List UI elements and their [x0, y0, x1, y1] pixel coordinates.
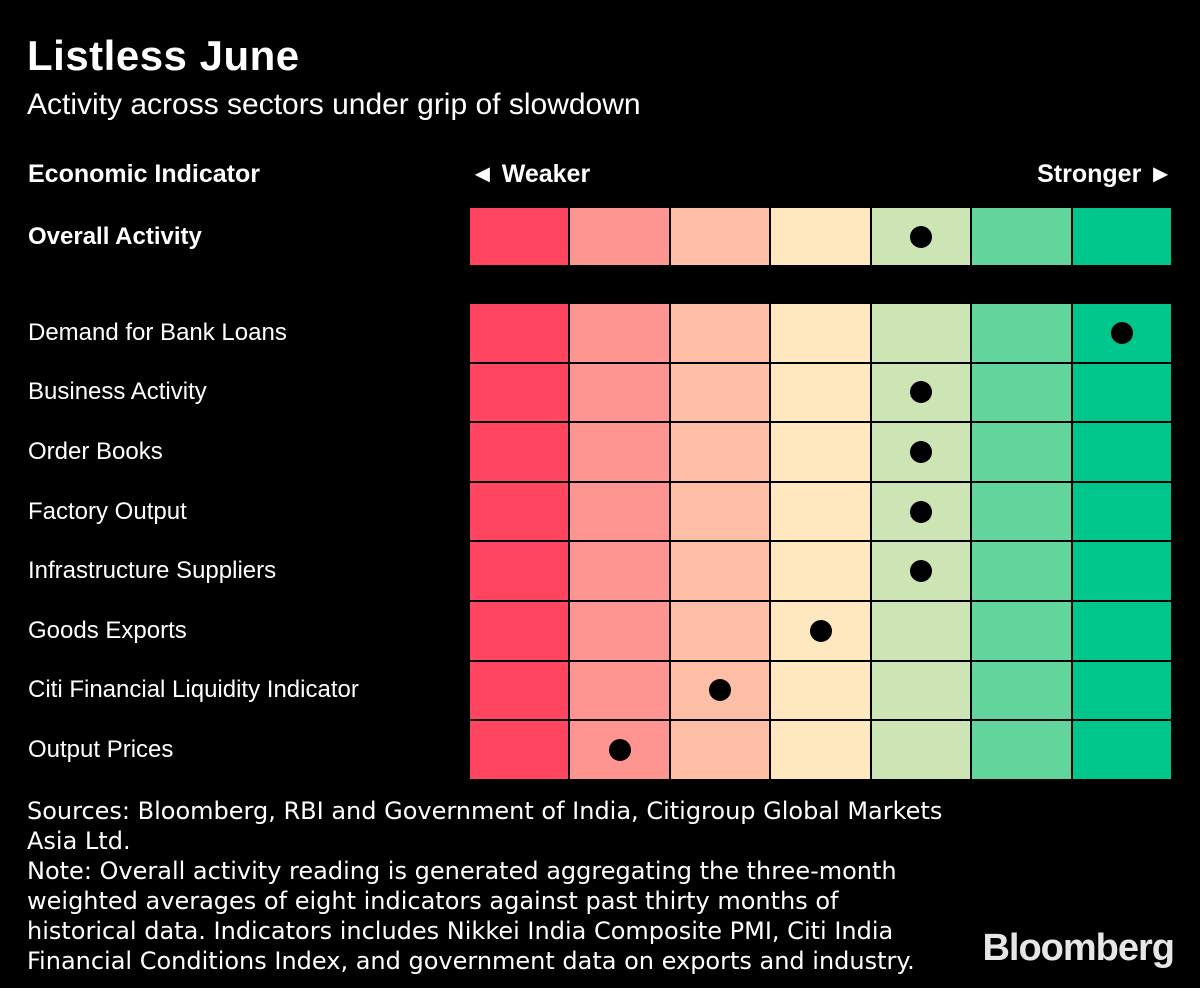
indicator-row-2-marker-dot: [909, 381, 932, 404]
chart-subtitle: Activity across sectors under grip of sl…: [27, 88, 641, 121]
indicator-row-8-cell-4: [771, 721, 870, 779]
indicator-row-6-cell-5: [871, 602, 971, 660]
indicator-row-4-cell-3: [670, 482, 770, 541]
indicator-row-8-cell-1: [470, 721, 569, 779]
indicator-row-8-cell-6: [972, 721, 1071, 779]
indicator-label: Output Prices: [28, 736, 174, 763]
indicator-row-8-cell-7: [1072, 721, 1171, 779]
indicator-label: Business Activity: [28, 378, 207, 406]
weaker-scale-label: ◄ Weaker: [470, 160, 591, 188]
indicator-row-5-marker-dot: [909, 560, 932, 583]
indicator-row-1-cell-5: [871, 304, 971, 362]
indicator-row-5-cell-2: [570, 542, 669, 600]
indicator-row-4-cell-7: [1072, 482, 1171, 541]
indicator-row-6-cell-2: [570, 602, 669, 660]
indicator-row-6-marker-dot: [809, 619, 832, 642]
indicator-row-6-cell-3: [670, 602, 770, 660]
indicator-label: Goods Exports: [28, 616, 187, 644]
overall-activity-cell-6: [972, 208, 1071, 265]
indicator-row-7-cell-5: [871, 661, 971, 720]
indicator-row-1-cell-1: [470, 304, 569, 362]
bloomberg-logo: Bloomberg: [982, 927, 1175, 969]
overall-activity-label: Overall Activity: [28, 222, 202, 250]
stronger-scale-label: Stronger ►: [1037, 160, 1173, 188]
indicator-row-1-cell-3: [670, 304, 770, 362]
indicator-row-2-cell-2: [570, 363, 669, 422]
indicator-row-4-cell-6: [972, 482, 1071, 541]
footnotes: Sources: Bloomberg, RBI and Government o…: [27, 796, 987, 976]
overall-activity-cell-7: [1072, 208, 1171, 265]
indicator-row-8-marker-dot: [608, 739, 631, 761]
sources-note: Sources: Bloomberg, RBI and Government o…: [27, 797, 943, 855]
indicator-row-3-cell-2: [570, 423, 669, 481]
indicator-row-1-cell-2: [570, 304, 669, 362]
indicator-label: Infrastructure Suppliers: [28, 557, 277, 585]
indicator-row-7-marker-dot: [709, 679, 732, 702]
indicator-row-7-cell-2: [570, 661, 669, 720]
indicator-row-3-cell-7: [1072, 423, 1171, 481]
indicator-column-header: Economic Indicator: [28, 160, 260, 188]
overall-activity-cell-1: [470, 208, 569, 265]
indicator-row-8-cell-5: [871, 721, 971, 779]
method-note: Note: Overall activity reading is genera…: [27, 857, 915, 975]
indicator-row-3-cell-3: [670, 423, 770, 481]
overall-activity-cell-4: [771, 208, 870, 265]
indicator-row-2-cell-3: [670, 363, 770, 422]
indicator-row-4-cell-2: [570, 482, 669, 541]
indicator-row-3-cell-1: [470, 423, 569, 481]
indicator-row-1-cell-4: [771, 304, 870, 362]
indicator-row-5-cell-6: [972, 542, 1071, 600]
indicator-row-5-cell-4: [771, 542, 870, 600]
indicator-row-1-marker-dot: [1110, 321, 1133, 344]
overall-activity-marker-dot: [909, 225, 932, 248]
indicator-row-7-cell-4: [771, 661, 870, 720]
indicator-row-6-cell-7: [1072, 602, 1171, 660]
indicator-row-2-cell-1: [470, 363, 569, 422]
chart-title: Listless June: [27, 32, 300, 79]
indicator-row-4-cell-1: [470, 482, 569, 541]
overall-activity-cell-2: [570, 208, 669, 265]
indicator-row-7-cell-1: [470, 661, 569, 720]
indicator-row-6-cell-6: [972, 602, 1071, 660]
indicator-row-4-marker-dot: [909, 500, 932, 523]
overall-activity-cell-3: [670, 208, 770, 265]
indicator-row-6-cell-1: [470, 602, 569, 660]
indicator-label: Demand for Bank Loans: [28, 318, 287, 346]
indicator-row-5-cell-3: [670, 542, 770, 600]
indicator-row-2-cell-4: [771, 363, 870, 422]
indicator-label: Order Books: [28, 438, 163, 465]
indicator-row-3-cell-4: [771, 423, 870, 481]
indicator-row-5-cell-1: [470, 542, 569, 600]
indicator-row-7-cell-6: [972, 661, 1071, 720]
indicator-label: Factory Output: [28, 497, 187, 525]
indicator-row-7-cell-7: [1072, 661, 1171, 720]
indicator-row-2-cell-6: [972, 363, 1071, 422]
indicator-row-4-cell-4: [771, 482, 870, 541]
indicator-row-8-cell-3: [670, 721, 770, 779]
indicator-row-5-cell-7: [1072, 542, 1171, 600]
indicator-row-3-cell-6: [972, 423, 1071, 481]
indicator-row-1-cell-6: [972, 304, 1071, 362]
indicator-label: Citi Financial Liquidity Indicator: [28, 676, 359, 704]
indicator-row-3-marker-dot: [909, 441, 932, 463]
indicator-row-2-cell-7: [1072, 363, 1171, 422]
